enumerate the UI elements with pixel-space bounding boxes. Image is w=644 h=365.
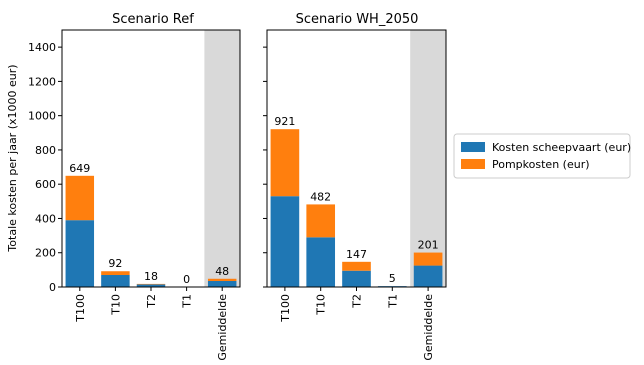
bar-segment-kosten-scheepvaart-gemiddelde bbox=[413, 265, 443, 287]
total-label-t1: 0 bbox=[183, 273, 190, 286]
bar-segment-kosten-scheepvaart-t100 bbox=[270, 196, 300, 287]
bar-segment-kosten-scheepvaart-gemiddelde bbox=[207, 281, 237, 287]
y-tick-label-400: 400 bbox=[35, 212, 56, 225]
x-tick-label-gemiddelde: Gemiddelde bbox=[422, 294, 435, 361]
bar-segment-kosten-scheepvaart-t2 bbox=[342, 270, 371, 287]
y-tick-label-800: 800 bbox=[35, 144, 56, 157]
bar-segment-pompkosten-t100 bbox=[270, 129, 300, 197]
highlight-band-gemiddelde bbox=[204, 30, 240, 287]
total-label-t1: 5 bbox=[389, 272, 396, 285]
legend: Kosten scheepvaart (eur) Pompkosten (eur… bbox=[453, 133, 631, 179]
panel-scenario-ref: Scenario Ref 649 92 18 0 48 0 200 400 600 800 100… bbox=[28, 12, 241, 361]
y-tick-label-200: 200 bbox=[35, 247, 56, 260]
bar-segment-pompkosten-t10 bbox=[306, 204, 336, 238]
y-tick-label-0: 0 bbox=[49, 281, 56, 294]
y-tick-label-1200: 1200 bbox=[28, 75, 56, 88]
x-tick-label-t10: T10 bbox=[109, 294, 122, 316]
x-tick-label-t2: T2 bbox=[145, 294, 158, 309]
x-tick-label-t1: T1 bbox=[181, 294, 194, 309]
x-tick-label-t10: T10 bbox=[315, 294, 328, 316]
bar-segment-pompkosten-t100 bbox=[65, 175, 95, 221]
total-label-t10: 482 bbox=[310, 190, 331, 203]
legend-swatch-pompkosten bbox=[461, 159, 485, 169]
bar-segment-pompkosten-gemiddelde bbox=[413, 252, 443, 266]
legend-swatch-kosten-scheepvaart bbox=[461, 142, 485, 152]
bar-segment-pompkosten-t2 bbox=[136, 283, 166, 285]
x-tick-label-t100: T100 bbox=[279, 294, 292, 323]
bar-segment-kosten-scheepvaart-t100 bbox=[65, 220, 95, 287]
bar-segment-pompkosten-t2 bbox=[342, 261, 371, 271]
legend-label-kosten-scheepvaart: Kosten scheepvaart (eur) bbox=[492, 141, 631, 154]
panel-scenario-wh2050: Scenario WH_2050 921 482 147 5 201 T100 T10 T2… bbox=[263, 12, 447, 361]
bar-segment-pompkosten-t10 bbox=[101, 271, 130, 276]
panel-title: Scenario Ref bbox=[112, 12, 194, 27]
bar-segment-kosten-scheepvaart-t10 bbox=[306, 237, 336, 287]
x-tick-label-t100: T100 bbox=[74, 294, 87, 323]
x-tick-label-t2: T2 bbox=[351, 294, 364, 309]
total-label-gemiddelde: 48 bbox=[215, 265, 229, 278]
bar-segment-kosten-scheepvaart-t10 bbox=[101, 275, 130, 287]
total-label-gemiddelde: 201 bbox=[418, 239, 439, 252]
x-tick-label-t1: T1 bbox=[386, 294, 399, 309]
y-tick-label-600: 600 bbox=[35, 178, 56, 191]
bar-segment-pompkosten-gemiddelde bbox=[207, 278, 237, 282]
legend-frame bbox=[453, 133, 631, 179]
y-axis-label: Totale kosten per jaar (x1000 eur) bbox=[6, 64, 19, 252]
x-tick-label-gemiddelde: Gemiddelde bbox=[216, 294, 229, 361]
legend-label-pompkosten: Pompkosten (eur) bbox=[492, 158, 590, 171]
total-label-t100: 649 bbox=[69, 162, 90, 175]
y-tick-label-1000: 1000 bbox=[28, 110, 56, 123]
bar-segment-kosten-scheepvaart-t2 bbox=[136, 284, 166, 287]
highlight-band-gemiddelde bbox=[410, 30, 446, 287]
total-label-t10: 92 bbox=[108, 257, 122, 270]
total-label-t2: 18 bbox=[144, 270, 158, 283]
panel-title: Scenario WH_2050 bbox=[296, 12, 419, 27]
total-label-t100: 921 bbox=[274, 115, 295, 128]
total-label-t2: 147 bbox=[346, 248, 367, 261]
y-tick-label-1400: 1400 bbox=[28, 41, 56, 54]
